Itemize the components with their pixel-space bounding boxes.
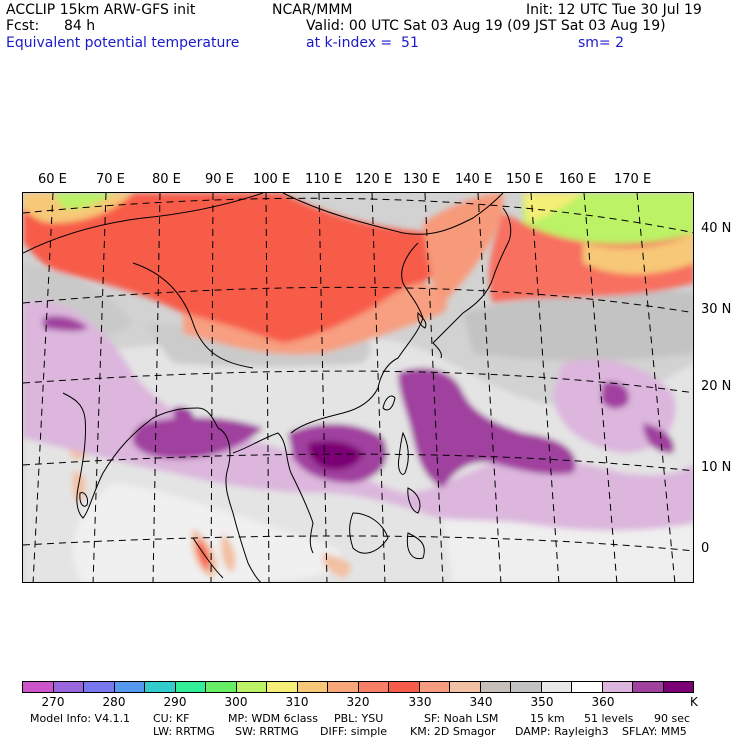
colorbar-segment (53, 682, 84, 692)
lat-label: 30 N (701, 302, 732, 317)
field-name: Equivalent potential temperature (6, 35, 240, 51)
lon-label: 160 E (559, 172, 597, 187)
colorbar-segment (572, 682, 603, 692)
field-shading (23, 193, 693, 582)
colorbar-label: 310 (285, 695, 309, 709)
colorbar-segment (633, 682, 664, 692)
valid-time: Valid: 00 UTC Sat 03 Aug 19 (09 JST Sat … (306, 18, 666, 34)
model-info-sflay: SFLAY: MM5 (622, 725, 687, 738)
colorbar-segment (84, 682, 115, 692)
weather-map (22, 192, 694, 583)
colorbar-label: 340 (469, 695, 493, 709)
colorbar-unit: K (690, 695, 698, 709)
colorbar-segment (511, 682, 542, 692)
colorbar-label: 360 (591, 695, 615, 709)
colorbar-segment (328, 682, 359, 692)
lon-label: 60 E (38, 172, 67, 187)
lon-label: 80 E (152, 172, 181, 187)
colorbar-segment (114, 682, 145, 692)
lat-label: 40 N (701, 221, 732, 236)
organization-label: NCAR/MMM (272, 2, 353, 18)
coastlines (23, 193, 512, 582)
model-info-lw: LW: RRTMG (153, 725, 215, 738)
model-info-diff: DIFF: simple (320, 725, 388, 738)
model-title: ACCLIP 15km ARW-GFS init (6, 2, 196, 18)
colorbar-label: 280 (102, 695, 126, 709)
lon-label: 100 E (253, 172, 291, 187)
colorbar (22, 681, 694, 693)
smoothing-label: sm= 2 (578, 35, 625, 51)
colorbar-segment (236, 682, 267, 692)
colorbar-segment (480, 682, 511, 692)
colorbar-segment (602, 682, 633, 692)
forecast-hour: 84 h (64, 18, 96, 34)
model-info-pbl: PBL: YSU (334, 712, 384, 725)
lon-label: 120 E (355, 172, 393, 187)
colorbar-label: 270 (41, 695, 65, 709)
model-info-mp: MP: WDM 6class (228, 712, 318, 725)
model-info-sw: SW: RRTMG (235, 725, 299, 738)
graticule (23, 193, 693, 582)
lat-label: 20 N (701, 379, 732, 394)
forecast-label: Fcst: (6, 18, 40, 34)
model-info-levels: 51 levels (584, 712, 634, 725)
colorbar-segment (175, 682, 206, 692)
colorbar-segment (206, 682, 237, 692)
lon-label: 150 E (506, 172, 544, 187)
lon-label: 90 E (205, 172, 234, 187)
colorbar-segment (450, 682, 481, 692)
colorbar-segment (358, 682, 389, 692)
colorbar-segment (541, 682, 572, 692)
model-info-cu: CU: KF (153, 712, 190, 725)
lon-label: 130 E (403, 172, 441, 187)
lon-label: 110 E (305, 172, 343, 187)
model-info-sf: SF: Noah LSM (424, 712, 499, 725)
colorbar-label: 350 (530, 695, 554, 709)
colorbar-label: 290 (163, 695, 187, 709)
model-info-damp: DAMP: Rayleigh3 (515, 725, 609, 738)
colorbar-segment (23, 682, 54, 692)
colorbar-segment (297, 682, 328, 692)
colorbar-label: 330 (408, 695, 432, 709)
map-canvas (23, 193, 693, 582)
lon-label: 170 E (614, 172, 652, 187)
level-index: at k-index = 51 (306, 35, 419, 51)
lat-label: 0 (701, 541, 710, 556)
model-info-resolution: 15 km (530, 712, 565, 725)
model-info-version: Model Info: V4.1.1 (30, 712, 131, 725)
colorbar-label: 320 (346, 695, 370, 709)
colorbar-segment (419, 682, 450, 692)
colorbar-segment (145, 682, 176, 692)
colorbar-segment (267, 682, 298, 692)
colorbar-segment (389, 682, 420, 692)
lat-label: 10 N (701, 460, 732, 475)
lon-label: 140 E (455, 172, 493, 187)
lon-label: 70 E (96, 172, 125, 187)
colorbar-segment (663, 682, 693, 692)
model-info-timestep: 90 sec (654, 712, 691, 725)
model-info-km: KM: 2D Smagor (410, 725, 496, 738)
init-time: Init: 12 UTC Tue 30 Jul 19 (526, 2, 702, 18)
colorbar-label: 300 (224, 695, 248, 709)
